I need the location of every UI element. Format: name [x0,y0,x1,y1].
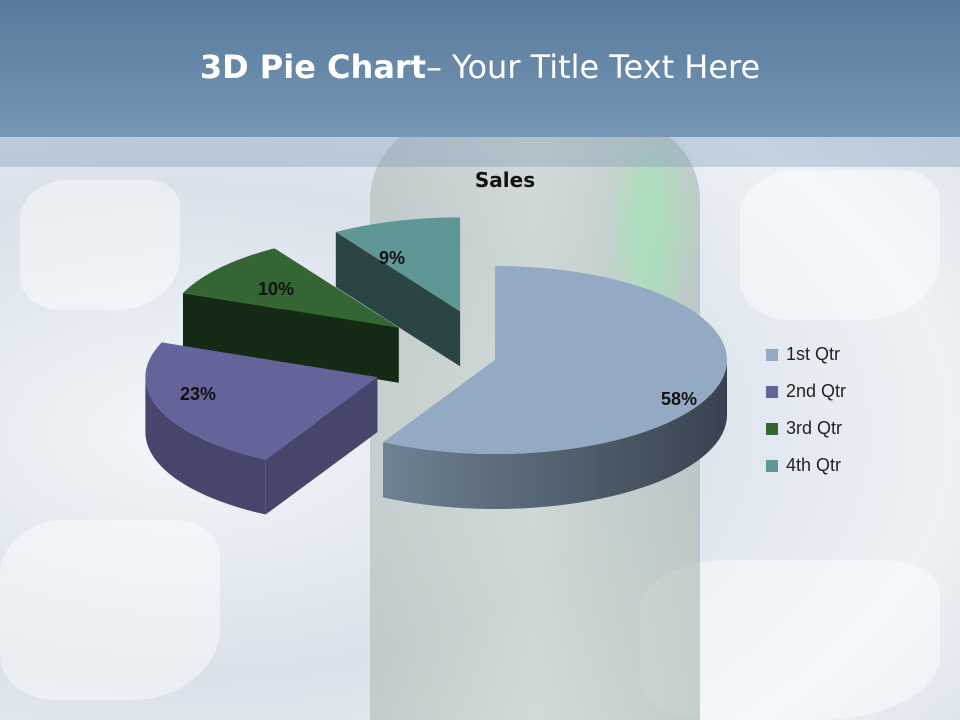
legend-label: 3rd Qtr [786,418,843,438]
slice-3rd-qtr-radial-wall [182,293,399,383]
slice-2nd-qtr-outer-wall [145,377,266,515]
chart-title: Sales [474,168,536,192]
slice-4th-qtr-radial-wall [335,231,461,367]
data-label-4th-qtr: 9% [379,248,406,268]
legend-swatch [766,385,778,398]
title-rest: – Your Title Text Here [425,48,761,86]
legend-label: 2nd Qtr [786,381,847,401]
legend-swatch [766,459,778,472]
ice-decoration [0,520,220,700]
ice-decoration [740,170,940,320]
header-band [0,137,960,167]
legend-item-4th-qtr: 4th Qtr [766,447,846,484]
data-label-3rd-qtr: 10% [258,279,295,299]
legend-item-3rd-qtr: 3rd Qtr [766,410,846,447]
legend-label: 1st Qtr [786,344,841,364]
slice-1st-qtr-outer-wall [383,360,727,509]
slice-2nd-qtr [145,342,378,460]
bottle-glow [620,150,680,310]
legend: 1st Qtr 2nd Qtr 3rd Qtr 4th Qtr [766,336,846,484]
legend-swatch [766,348,778,361]
slice-1st-qtr [383,266,727,454]
slide-title: 3D Pie Chart– Your Title Text Here [0,48,960,86]
data-label-1st-qtr: 58% [661,389,698,409]
slice-3rd-qtr [182,248,399,328]
legend-swatch [766,422,778,435]
legend-label: 4th Qtr [786,455,842,475]
ice-decoration [20,180,180,310]
title-bold: 3D Pie Chart [199,48,426,86]
slice-4th-qtr [335,217,461,312]
legend-item-1st-qtr: 1st Qtr [766,336,846,373]
title-header [0,0,960,137]
data-label-2nd-qtr: 23% [180,384,217,404]
legend-item-2nd-qtr: 2nd Qtr [766,373,846,410]
